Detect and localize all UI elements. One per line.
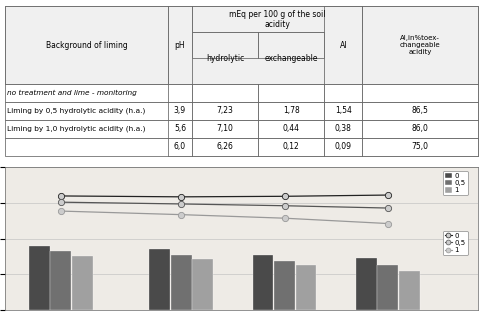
Bar (325, 120, 362, 138)
Bar (325, 84, 362, 102)
Bar (362, 120, 478, 138)
Bar (258, 84, 325, 102)
Bar (50, 251, 71, 310)
Text: 5,6: 5,6 (174, 124, 186, 133)
Text: no treatment and lime - monitoring: no treatment and lime - monitoring (7, 90, 137, 96)
Text: 6,0: 6,0 (174, 142, 186, 151)
Bar (362, 6, 478, 84)
Text: 7,10: 7,10 (216, 124, 233, 133)
Text: exchangeable: exchangeable (265, 54, 318, 63)
Bar (258, 138, 325, 156)
Text: Background of liming: Background of liming (45, 41, 128, 50)
Bar (5, 102, 478, 120)
Bar (5, 6, 168, 84)
Bar (168, 120, 192, 138)
Bar (5, 6, 478, 84)
Bar (362, 138, 478, 156)
Text: hydrolytic: hydrolytic (206, 54, 244, 63)
Bar (171, 255, 192, 310)
Text: 1,54: 1,54 (335, 106, 352, 115)
Bar (362, 102, 478, 120)
Bar (5, 138, 478, 156)
Bar (253, 255, 273, 310)
Bar (192, 6, 362, 32)
Bar (378, 265, 398, 310)
Text: Al: Al (340, 41, 347, 50)
Text: 75,0: 75,0 (412, 142, 429, 151)
Bar (258, 102, 325, 120)
Text: 0,44: 0,44 (283, 124, 299, 133)
Bar (274, 261, 295, 310)
Legend: 0, 0,5, 1: 0, 0,5, 1 (442, 231, 468, 255)
Bar (192, 259, 213, 310)
Bar (192, 120, 258, 138)
Bar (325, 138, 362, 156)
Bar (192, 138, 258, 156)
Bar (356, 258, 377, 310)
Bar (168, 102, 192, 120)
Bar (296, 265, 316, 310)
Bar (192, 102, 258, 120)
Text: 86,5: 86,5 (412, 106, 428, 115)
Bar (168, 6, 192, 84)
Text: 7,23: 7,23 (216, 106, 233, 115)
Text: 0,12: 0,12 (283, 142, 299, 151)
Text: 0,09: 0,09 (335, 142, 352, 151)
Bar (5, 120, 478, 138)
Bar (258, 120, 325, 138)
Bar (5, 84, 478, 102)
Bar (192, 84, 258, 102)
Text: mEq per 100 g of the soil
acidity: mEq per 100 g of the soil acidity (229, 9, 325, 29)
Bar (325, 6, 362, 84)
Text: 0,38: 0,38 (335, 124, 352, 133)
Bar (168, 84, 192, 102)
Text: Liming by 0,5 hydrolytic acidity (h.a.): Liming by 0,5 hydrolytic acidity (h.a.) (7, 108, 145, 114)
Bar (325, 102, 362, 120)
Bar (149, 249, 170, 310)
Text: 6,26: 6,26 (216, 142, 233, 151)
Text: Al,in%toex-
changeable
acidity: Al,in%toex- changeable acidity (400, 35, 440, 55)
Bar (72, 256, 93, 310)
Bar (399, 271, 420, 310)
Bar (168, 138, 192, 156)
Text: 1,78: 1,78 (283, 106, 299, 115)
Text: 86,0: 86,0 (412, 124, 428, 133)
Bar (362, 84, 478, 102)
Text: Liming by 1,0 hydrolytic acidity (h.a.): Liming by 1,0 hydrolytic acidity (h.a.) (7, 126, 146, 132)
Bar (258, 32, 325, 58)
Text: pH: pH (175, 41, 185, 50)
Bar (29, 246, 50, 310)
Text: 3,9: 3,9 (174, 106, 186, 115)
Bar (192, 32, 258, 58)
